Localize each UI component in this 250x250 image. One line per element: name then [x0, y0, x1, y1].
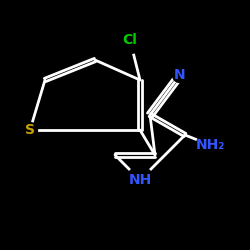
- Text: N: N: [174, 68, 186, 82]
- Circle shape: [22, 122, 38, 138]
- Text: Cl: Cl: [122, 33, 138, 47]
- Text: NH₂: NH₂: [196, 138, 224, 152]
- Circle shape: [196, 132, 224, 158]
- Circle shape: [116, 26, 143, 54]
- Circle shape: [126, 166, 154, 194]
- Circle shape: [172, 68, 188, 82]
- Text: S: S: [25, 123, 35, 137]
- Text: NH: NH: [128, 173, 152, 187]
